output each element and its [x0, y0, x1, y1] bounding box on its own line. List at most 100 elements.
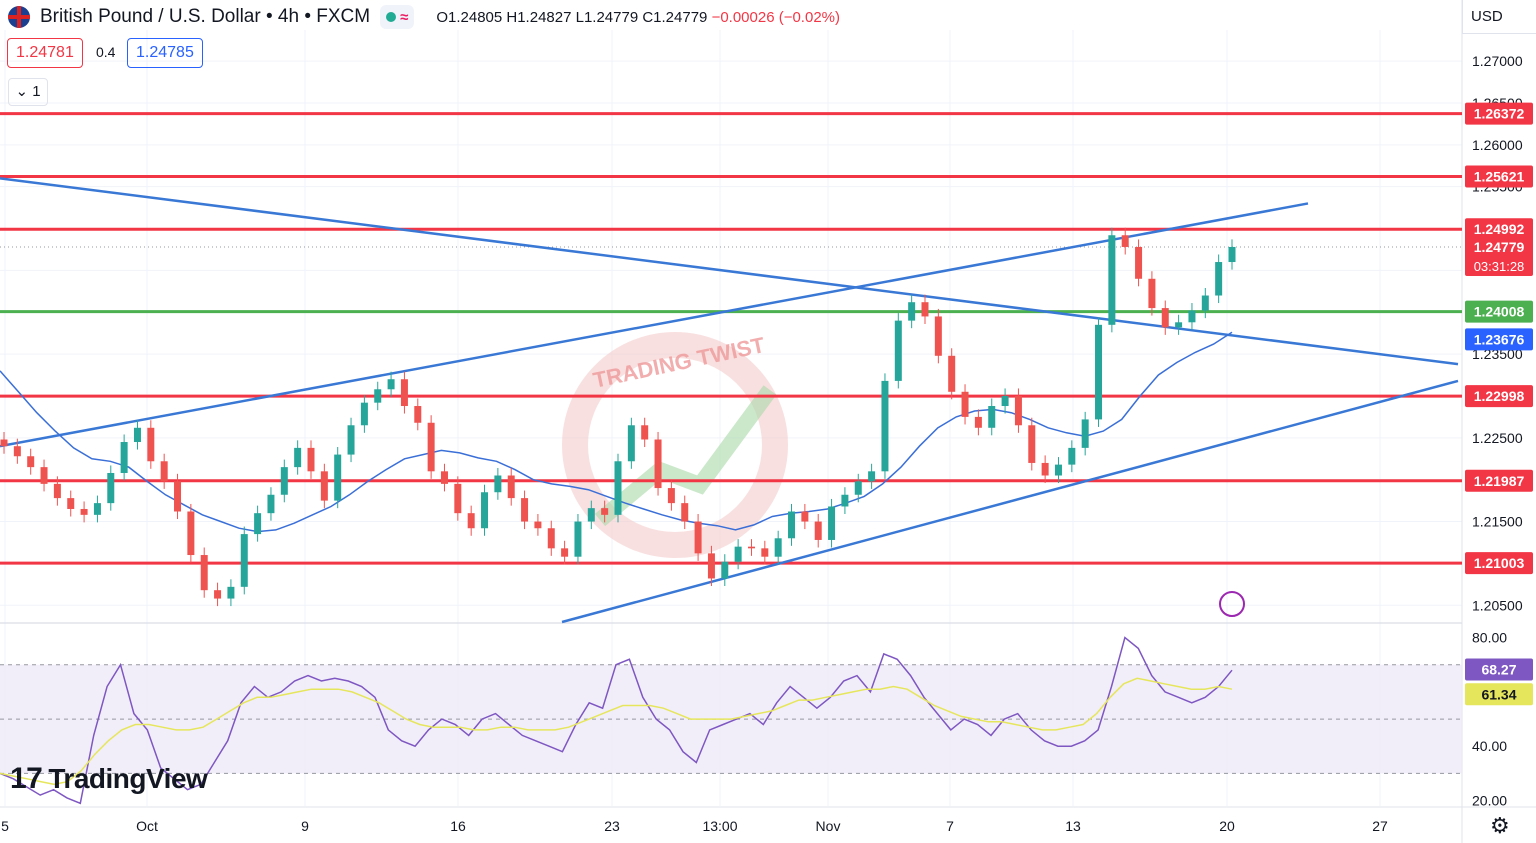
candle: [961, 384, 969, 425]
candle: [854, 473, 862, 503]
candle-body: [667, 488, 675, 504]
lots-dropdown[interactable]: ⌄ 1: [8, 78, 48, 106]
candle-body: [307, 447, 315, 472]
candle: [667, 480, 675, 511]
time-tick-label: 27: [1372, 818, 1388, 834]
candle-body: [627, 425, 635, 462]
alert-icon[interactable]: [1219, 591, 1245, 617]
candle: [1188, 303, 1196, 330]
candle-body: [494, 475, 502, 493]
price-tick-label: 1.27000: [1472, 53, 1523, 69]
horizontal-levels[interactable]: [0, 112, 1462, 565]
candle-body: [334, 454, 342, 501]
rsi-line: [0, 636, 1233, 805]
time-tick-label: 20: [1219, 818, 1235, 834]
rsi-ma-value-badge: 61.34: [1481, 686, 1516, 702]
candle-body: [694, 521, 702, 554]
candle: [761, 540, 769, 565]
symbol-title[interactable]: British Pound / U.S. Dollar • 4h • FXCM: [40, 6, 371, 27]
candle-body: [133, 427, 141, 443]
candle-body: [507, 475, 515, 499]
candle-body: [948, 355, 956, 392]
candle-body: [601, 508, 609, 515]
candle-body: [160, 461, 168, 482]
trend-line[interactable]: [0, 202, 1309, 448]
candle-body: [721, 561, 729, 579]
candle: [814, 514, 822, 548]
candle: [1228, 239, 1236, 270]
candle-body: [1228, 246, 1236, 263]
level-badge: 1.24008: [1474, 304, 1525, 320]
candle: [454, 476, 462, 521]
candle: [267, 487, 275, 521]
candle-body: [454, 483, 462, 514]
buy-button[interactable]: 1.24785: [127, 38, 203, 68]
candle: [1201, 287, 1209, 319]
candle: [721, 554, 729, 587]
candle-body: [1175, 322, 1183, 328]
level-badge: 1.25621: [1474, 169, 1525, 185]
candle-body: [747, 546, 755, 549]
lots-value: 1: [32, 83, 41, 100]
candle: [387, 371, 395, 397]
candle-body: [481, 492, 489, 529]
candle-body: [467, 513, 475, 529]
candle: [948, 348, 956, 400]
candle-body: [120, 442, 128, 473]
candle-body: [587, 508, 595, 522]
currency-selector[interactable]: USD: [1462, 0, 1536, 34]
spread-value: 0.4: [96, 44, 116, 60]
level-badge-bg: [1465, 469, 1533, 492]
time-tick-label: 9: [301, 818, 309, 834]
candle-body: [1188, 310, 1196, 323]
rsi-pane[interactable]: [0, 636, 1462, 805]
time-tick-label: 23: [604, 818, 620, 834]
level-badge: 1.26372: [1474, 106, 1525, 122]
change-label: −0.00026 (−0.02%): [711, 8, 840, 26]
time-tick-label: 13:00: [702, 818, 737, 834]
candle: [1161, 300, 1169, 335]
candle-body: [440, 471, 448, 484]
market-status[interactable]: ≈: [380, 5, 415, 29]
candle: [347, 417, 355, 463]
brand-name: TradingView: [48, 763, 208, 794]
candle: [574, 514, 582, 565]
candle-body: [254, 513, 262, 535]
candles: [0, 227, 1236, 607]
level-badge: 1.21987: [1474, 473, 1525, 489]
candle: [788, 503, 796, 546]
symbol-header: British Pound / U.S. Dollar • 4h • FXCM …: [8, 4, 840, 30]
candle: [547, 520, 555, 556]
candle-body: [387, 379, 395, 390]
candle-body: [1121, 235, 1129, 247]
candle-body: [107, 472, 115, 504]
candle: [868, 463, 876, 489]
tradingview-logo[interactable]: 17 TradingView: [10, 762, 208, 796]
candle-body: [534, 521, 542, 529]
candle: [894, 313, 902, 389]
wave-icon: ≈: [400, 8, 409, 26]
candle-body: [761, 548, 769, 557]
time-axis[interactable]: 5 Oct 9 16 23 13:00 Nov 7 13 20 27: [1, 818, 1388, 834]
level-badge-bg: [1465, 300, 1533, 323]
candle-body: [147, 427, 155, 462]
candle-body: [1068, 447, 1076, 465]
candle: [360, 395, 368, 433]
candle-body: [187, 511, 195, 556]
time-tick-label: 13: [1065, 818, 1081, 834]
trend-line[interactable]: [0, 177, 1459, 366]
settings-icon[interactable]: ⚙: [1490, 813, 1510, 838]
candle-body: [561, 548, 569, 557]
candle: [841, 487, 849, 515]
sell-button[interactable]: 1.24781: [7, 38, 83, 68]
price-tick-label: 1.26000: [1472, 137, 1523, 153]
candle: [734, 539, 742, 570]
last-price-badge: 1.24779: [1474, 239, 1525, 255]
level-badge-bg: [1465, 165, 1533, 188]
candle-body: [67, 498, 75, 509]
candle-body: [974, 416, 982, 428]
countdown-badge: 03:31:28: [1474, 259, 1525, 274]
candle-body: [174, 481, 182, 512]
candle: [133, 420, 141, 450]
